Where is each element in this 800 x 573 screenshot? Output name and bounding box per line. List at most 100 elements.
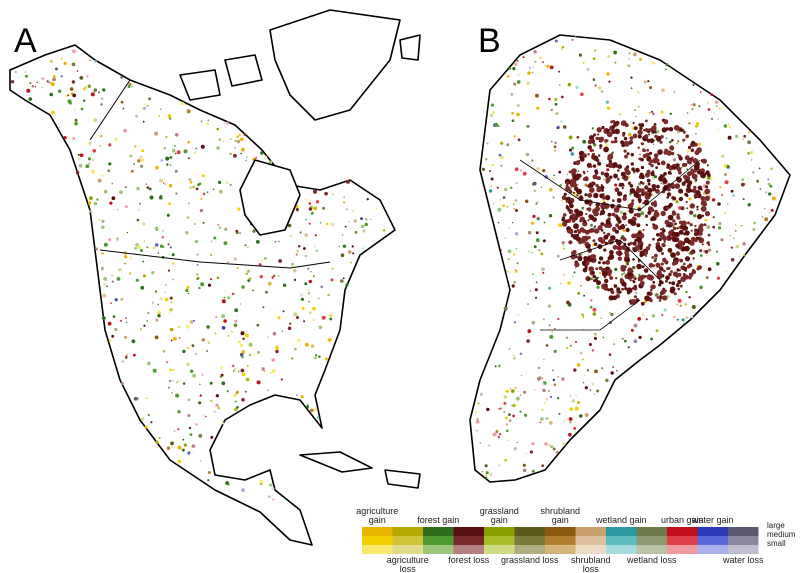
- land-change-pixel: [519, 394, 522, 396]
- land-change-pixel: [327, 293, 331, 297]
- land-change-pixel: [522, 56, 525, 59]
- land-change-pixel: [167, 243, 170, 246]
- land-change-pixel: [619, 113, 622, 116]
- land-change-pixel: [606, 269, 613, 275]
- land-change-pixel: [382, 229, 386, 232]
- land-change-pixel: [169, 327, 174, 332]
- land-change-pixel: [566, 173, 569, 176]
- land-change-pixel: [281, 269, 283, 271]
- land-change-pixel: [569, 203, 574, 209]
- land-change-pixel: [730, 246, 733, 249]
- land-change-pixel: [314, 234, 317, 237]
- land-change-pixel: [592, 182, 596, 186]
- land-change-pixel: [77, 157, 81, 161]
- land-change-pixel: [640, 142, 644, 145]
- land-change-pixel: [511, 112, 514, 115]
- land-change-pixel: [168, 117, 172, 120]
- land-change-pixel: [627, 219, 633, 224]
- land-change-pixel: [663, 240, 666, 243]
- land-change-pixel: [649, 151, 653, 155]
- land-change-pixel: [583, 294, 585, 297]
- legend-swatch: [728, 527, 759, 536]
- land-change-pixel: [517, 138, 521, 142]
- land-change-pixel: [491, 164, 494, 167]
- land-change-pixel: [701, 158, 708, 164]
- land-change-pixel: [605, 128, 610, 133]
- land-change-pixel: [584, 413, 589, 417]
- land-change-pixel: [660, 182, 663, 184]
- land-change-pixel: [147, 413, 150, 417]
- land-change-pixel: [141, 149, 145, 153]
- land-change-pixel: [541, 377, 543, 379]
- legend-label: agriculture gain: [356, 506, 399, 525]
- land-change-pixel: [719, 186, 722, 189]
- land-change-pixel: [202, 414, 204, 416]
- land-change-pixel: [514, 269, 517, 272]
- land-change-pixel: [535, 231, 539, 235]
- legend-swatch: [484, 536, 515, 545]
- land-change-pixel: [120, 76, 123, 79]
- land-change-pixel: [616, 215, 619, 219]
- land-change-pixel: [492, 111, 496, 114]
- land-change-pixel: [240, 137, 244, 142]
- land-change-pixel: [649, 289, 653, 292]
- land-change-pixel: [636, 236, 642, 243]
- land-change-pixel: [264, 290, 268, 294]
- land-change-pixel: [657, 162, 661, 166]
- land-change-pixel: [598, 256, 604, 261]
- land-change-pixel: [248, 277, 252, 281]
- land-change-pixel: [568, 417, 573, 421]
- land-change-pixel: [668, 272, 672, 277]
- land-change-pixel: [585, 261, 590, 266]
- land-change-pixel: [636, 263, 642, 270]
- land-change-pixel: [215, 403, 219, 407]
- land-change-pixel: [611, 199, 615, 203]
- land-change-pixel: [562, 420, 566, 423]
- land-change-pixel: [592, 312, 597, 316]
- land-change-pixel: [700, 172, 707, 179]
- land-change-pixel: [182, 382, 186, 385]
- land-change-pixel: [532, 214, 536, 218]
- land-change-pixel: [614, 61, 617, 64]
- land-change-pixel: [187, 292, 190, 295]
- land-change-pixel: [513, 135, 516, 138]
- land-change-pixel: [596, 166, 598, 168]
- land-change-pixel: [671, 281, 676, 286]
- legend-swatch: [453, 545, 484, 554]
- land-change-pixel: [552, 447, 556, 451]
- land-change-pixel: [679, 304, 682, 307]
- land-change-pixel: [187, 414, 191, 417]
- land-change-pixel: [321, 315, 326, 320]
- land-change-pixel: [519, 352, 523, 356]
- land-change-pixel: [633, 323, 638, 328]
- land-change-pixel: [605, 177, 611, 183]
- land-change-pixel: [613, 50, 617, 55]
- land-change-pixel: [644, 172, 650, 178]
- land-change-pixel: [619, 210, 624, 215]
- land-change-pixel: [550, 445, 554, 449]
- land-change-pixel: [668, 236, 672, 240]
- land-change-pixel: [94, 60, 97, 63]
- land-change-pixel: [207, 119, 210, 122]
- land-change-pixel: [656, 296, 660, 299]
- land-change-pixel: [101, 267, 104, 271]
- land-change-pixel: [728, 125, 731, 129]
- legend-swatch: [484, 545, 515, 554]
- land-change-pixel: [696, 147, 702, 153]
- land-change-pixel: [597, 225, 603, 231]
- land-change-pixel: [543, 358, 545, 361]
- land-change-pixel: [644, 134, 649, 139]
- land-change-pixel: [568, 200, 573, 205]
- land-change-pixel: [700, 206, 707, 212]
- land-change-pixel: [742, 242, 746, 246]
- legend-label: shrubland loss: [570, 555, 611, 573]
- land-change-pixel: [265, 155, 268, 158]
- land-change-pixel: [644, 214, 649, 218]
- legend-label: grassland gain: [479, 506, 519, 525]
- land-change-pixel: [652, 201, 658, 207]
- land-change-pixel: [318, 325, 323, 330]
- land-change-pixel: [682, 174, 688, 179]
- land-change-pixel: [551, 331, 553, 333]
- land-change-pixel: [545, 397, 549, 401]
- land-change-pixel: [244, 333, 249, 338]
